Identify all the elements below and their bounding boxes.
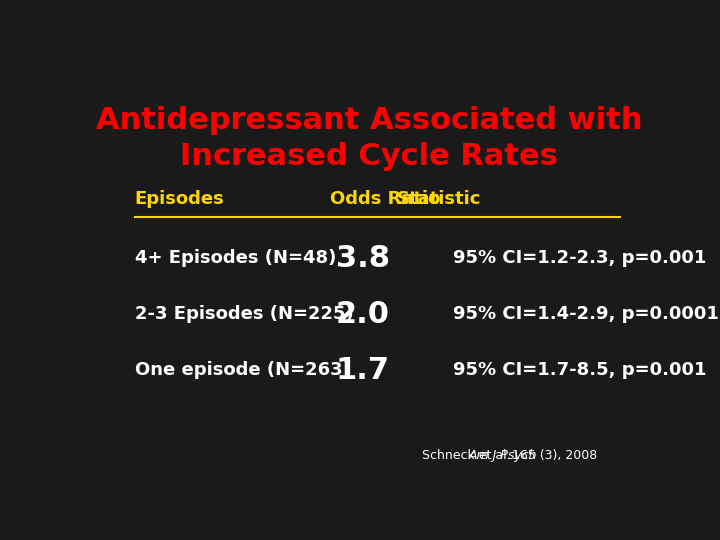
Text: 95% CI=1.4-2.9, p=0.0001: 95% CI=1.4-2.9, p=0.0001 bbox=[453, 305, 719, 323]
Text: Schneck et al.: Schneck et al. bbox=[422, 449, 515, 462]
Text: One episode (N=263): One episode (N=263) bbox=[135, 361, 351, 380]
Text: 2-3 Episodes (N=225): 2-3 Episodes (N=225) bbox=[135, 305, 354, 323]
Text: 3.8: 3.8 bbox=[336, 244, 390, 273]
Text: 4+ Episodes (N=48): 4+ Episodes (N=48) bbox=[135, 249, 336, 267]
Text: 2.0: 2.0 bbox=[336, 300, 390, 329]
Text: Episodes: Episodes bbox=[135, 190, 225, 208]
Text: Odds Ratio: Odds Ratio bbox=[330, 190, 441, 208]
Text: 1.7: 1.7 bbox=[336, 356, 390, 385]
Text: 95% CI=1.7-8.5, p=0.001: 95% CI=1.7-8.5, p=0.001 bbox=[453, 361, 706, 380]
Text: 95% CI=1.2-2.3, p=0.001: 95% CI=1.2-2.3, p=0.001 bbox=[453, 249, 706, 267]
Text: Statistic: Statistic bbox=[397, 190, 481, 208]
Text: Antidepressant Associated with
Increased Cycle Rates: Antidepressant Associated with Increased… bbox=[96, 106, 642, 171]
Text: 165 (3), 2008: 165 (3), 2008 bbox=[508, 449, 598, 462]
Text: Am J Psych: Am J Psych bbox=[468, 449, 537, 462]
